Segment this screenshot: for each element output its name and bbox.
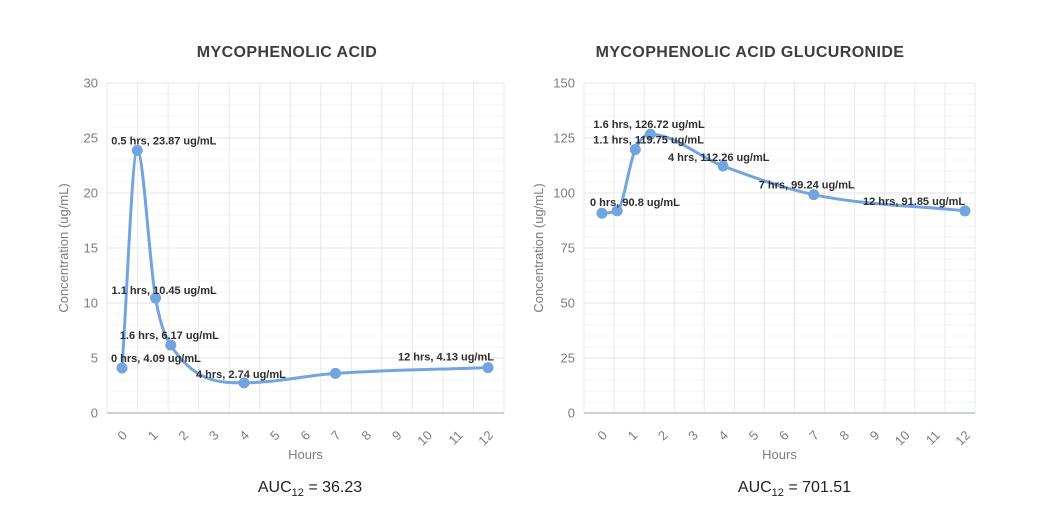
chart-title-mpag: MYCOPHENOLIC ACID GLUCURONIDE [595, 44, 905, 61]
svg-text:10: 10 [892, 428, 913, 449]
svg-text:4: 4 [236, 428, 252, 444]
svg-text:3: 3 [685, 428, 701, 444]
auc-prefix: AUC [737, 479, 772, 496]
y-axis-tick-labels: 0 25 50 75 100 125 150 [553, 76, 575, 421]
data-point-marker[interactable] [482, 362, 494, 374]
svg-text:1: 1 [145, 428, 161, 444]
svg-text:125: 125 [553, 131, 575, 146]
data-point-marker[interactable] [808, 189, 820, 201]
grid [106, 82, 505, 414]
data-point-marker[interactable] [596, 207, 608, 219]
svg-text:5: 5 [267, 428, 283, 444]
point-label: 4 hrs, 112.26 ug/mL [668, 152, 770, 164]
svg-text:3: 3 [206, 428, 222, 444]
svg-text:6: 6 [297, 428, 313, 444]
point-label: 1.1 hrs, 10.45 ug/mL [112, 285, 217, 297]
point-label: 0 hrs, 4.09 ug/mL [111, 353, 201, 365]
data-point-marker[interactable] [131, 144, 143, 156]
svg-text:30: 30 [84, 76, 98, 91]
y-axis-title: Concentration (ug/mL) [56, 183, 71, 312]
data-point-marker[interactable] [959, 205, 971, 217]
auc-subscript: 12 [291, 487, 304, 500]
auc-value: = 36.23 [303, 479, 363, 496]
series-concentration [116, 144, 494, 389]
svg-text:12: 12 [475, 428, 496, 449]
x-axis-tick-labels: 0 1 2 3 4 5 6 7 8 9 10 11 12 [114, 428, 496, 449]
y-axis-tick-labels: 0 5 10 15 20 25 30 [84, 76, 98, 421]
point-label: 4 hrs, 2.74 ug/mL [196, 369, 286, 381]
auc-subscript: 12 [771, 487, 784, 500]
svg-text:20: 20 [84, 186, 98, 201]
data-point-marker[interactable] [717, 160, 729, 172]
point-data-labels: 0 hrs, 90.8 ug/mL 1.1 hrs, 119.75 ug/mL 1.… [590, 119, 965, 209]
svg-text:4: 4 [715, 428, 731, 444]
data-point-marker[interactable] [238, 377, 250, 389]
auc-result-mpag: AUC12 = 701.51 [599, 479, 990, 499]
point-label: 12 hrs, 91.85 ug/mL [863, 196, 965, 208]
data-point-marker[interactable] [330, 367, 341, 379]
series-line [120, 148, 490, 385]
auc-prefix: AUC [257, 479, 292, 496]
y-axis-title: Concentration (ug/mL) [531, 183, 546, 312]
svg-text:0: 0 [594, 428, 610, 444]
point-label: 7 hrs, 99.24 ug/mL [759, 180, 855, 192]
svg-text:9: 9 [389, 428, 405, 444]
point-data-labels: 0 hrs, 4.09 ug/mL 0.5 hrs, 23.87 ug/mL 1.1… [111, 135, 494, 380]
data-point-marker[interactable] [150, 292, 162, 304]
point-label: 1.1 hrs, 119.75 ug/mL [593, 135, 704, 147]
x-axis-tick-labels: 0 1 2 3 4 5 6 7 8 9 10 11 12 [594, 428, 973, 449]
svg-text:50: 50 [561, 296, 575, 311]
svg-text:2: 2 [175, 428, 191, 444]
svg-text:12: 12 [952, 428, 973, 449]
point-label: 12 hrs, 4.13 ug/mL [398, 352, 494, 364]
svg-text:2: 2 [655, 428, 671, 444]
svg-text:15: 15 [84, 241, 98, 256]
x-axis-title: Hours [762, 447, 797, 462]
point-label: 0 hrs, 90.8 ug/mL [590, 197, 680, 209]
svg-text:0: 0 [114, 428, 130, 444]
x-axis-title: Hours [288, 447, 323, 462]
chart-title-mpa: MYCOPHENOLIC ACID [196, 44, 378, 61]
point-label: 0.5 hrs, 23.87 ug/mL [111, 135, 216, 147]
data-point-marker[interactable] [644, 128, 656, 140]
axis-titles: Hours Concentration (ug/mL) [531, 183, 797, 462]
svg-text:10: 10 [414, 428, 435, 449]
series-concentration [596, 128, 971, 219]
auc-value: = 701.51 [783, 479, 852, 496]
chart-mycophenolic-acid: MYCOPHENOLIC ACID 0 5 10 15 20 25 30 0 1 2 3 4 5 6 7 8 9… [56, 44, 509, 499]
svg-text:11: 11 [445, 428, 465, 448]
svg-text:0: 0 [91, 406, 98, 421]
svg-text:5: 5 [746, 428, 762, 444]
svg-text:11: 11 [923, 428, 943, 448]
point-label: 1.6 hrs, 126.72 ug/mL [593, 119, 705, 131]
svg-text:1: 1 [625, 428, 641, 444]
data-point-marker[interactable] [611, 205, 623, 217]
svg-text:75: 75 [561, 241, 575, 256]
svg-text:7: 7 [328, 428, 344, 444]
svg-text:7: 7 [806, 428, 822, 444]
point-label: 1.6 hrs, 6.17 ug/mL [120, 330, 219, 342]
svg-text:0: 0 [568, 406, 575, 421]
svg-text:25: 25 [84, 131, 98, 146]
data-point-marker[interactable] [116, 362, 128, 374]
svg-text:6: 6 [776, 428, 792, 444]
svg-text:5: 5 [91, 351, 98, 366]
svg-text:10: 10 [84, 296, 98, 311]
auc-result-mpa: AUC12 = 36.23 [111, 479, 509, 499]
data-point-marker[interactable] [629, 144, 641, 156]
axis-titles: Hours Concentration (ug/mL) [56, 183, 323, 462]
chart-mycophenolic-acid-glucuronide: MYCOPHENOLIC ACID GLUCURONIDE 0 25 50 75 100… [522, 0, 1044, 516]
data-point-marker[interactable] [165, 339, 177, 351]
svg-text:9: 9 [867, 428, 883, 444]
svg-text:8: 8 [358, 428, 374, 444]
svg-text:100: 100 [553, 186, 575, 201]
svg-text:25: 25 [561, 351, 575, 366]
svg-text:8: 8 [836, 428, 852, 444]
grid [583, 82, 976, 414]
svg-text:150: 150 [553, 76, 575, 91]
